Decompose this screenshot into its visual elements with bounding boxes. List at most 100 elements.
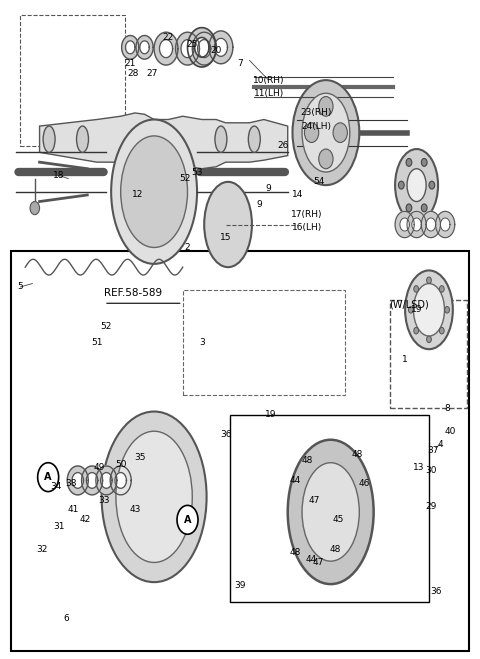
Text: 48: 48 (289, 548, 300, 557)
Text: 2: 2 (185, 243, 190, 252)
Polygon shape (115, 473, 126, 488)
Ellipse shape (302, 94, 350, 172)
Bar (390, 300, 467, 408)
Circle shape (319, 96, 333, 116)
Ellipse shape (120, 136, 188, 248)
Text: 34: 34 (50, 482, 62, 492)
Text: 21: 21 (124, 59, 136, 69)
Polygon shape (215, 38, 228, 57)
Text: 10(RH): 10(RH) (253, 76, 284, 84)
Text: 36: 36 (220, 430, 231, 439)
Polygon shape (82, 466, 103, 495)
Text: 27: 27 (146, 69, 157, 78)
Polygon shape (412, 218, 421, 231)
Polygon shape (195, 38, 209, 57)
Polygon shape (436, 212, 455, 238)
Text: 1: 1 (402, 355, 408, 364)
Polygon shape (140, 41, 149, 54)
Circle shape (37, 463, 59, 492)
Text: 6: 6 (63, 614, 69, 623)
Text: 52: 52 (101, 322, 112, 331)
Text: 48: 48 (351, 449, 362, 459)
Polygon shape (407, 212, 426, 238)
Ellipse shape (215, 126, 227, 152)
Text: 26: 26 (277, 141, 288, 150)
Polygon shape (67, 466, 88, 495)
Text: 44: 44 (289, 476, 300, 485)
Text: 16(LH): 16(LH) (292, 223, 322, 232)
Text: 37: 37 (428, 446, 439, 455)
Ellipse shape (43, 126, 55, 152)
Polygon shape (154, 32, 178, 65)
Circle shape (445, 306, 449, 313)
Text: 11(LH): 11(LH) (253, 89, 284, 98)
Polygon shape (39, 113, 288, 169)
Text: 30: 30 (425, 466, 437, 475)
Circle shape (406, 158, 412, 166)
Circle shape (421, 204, 427, 212)
Text: REF.58-589: REF.58-589 (104, 289, 162, 299)
Text: 35: 35 (134, 453, 145, 462)
Text: 44: 44 (306, 555, 317, 563)
Text: 29: 29 (425, 502, 437, 511)
Text: 20: 20 (210, 46, 222, 55)
Polygon shape (176, 32, 199, 65)
Circle shape (439, 285, 444, 292)
Text: 31: 31 (53, 522, 64, 531)
Circle shape (406, 204, 412, 212)
Circle shape (304, 123, 319, 142)
Text: 15: 15 (220, 233, 231, 242)
Text: 52: 52 (180, 174, 191, 183)
Circle shape (427, 277, 432, 283)
Text: 33: 33 (98, 496, 110, 505)
Ellipse shape (116, 431, 192, 563)
Text: 23(RH): 23(RH) (300, 109, 332, 117)
Text: 36: 36 (430, 587, 442, 596)
FancyArrowPatch shape (90, 474, 132, 483)
Circle shape (177, 505, 198, 534)
Text: 47: 47 (308, 496, 320, 505)
Text: 49: 49 (94, 463, 105, 472)
Text: 41: 41 (67, 505, 79, 515)
Text: 18: 18 (53, 171, 64, 180)
Circle shape (408, 306, 413, 313)
Text: 13: 13 (413, 463, 425, 472)
Ellipse shape (407, 169, 426, 202)
Ellipse shape (288, 440, 373, 584)
Text: 47: 47 (313, 558, 324, 567)
Text: 39: 39 (234, 581, 246, 590)
Ellipse shape (413, 283, 444, 336)
Circle shape (414, 328, 419, 334)
Polygon shape (198, 40, 211, 57)
Text: 25: 25 (187, 40, 198, 49)
Text: 28: 28 (127, 69, 138, 78)
Text: 7: 7 (237, 59, 243, 69)
Text: 46: 46 (359, 479, 370, 488)
Text: 8: 8 (444, 404, 450, 413)
Bar (183, 290, 345, 395)
Bar (21, 14, 125, 146)
Bar (230, 415, 429, 602)
Text: (W/LSD): (W/LSD) (390, 300, 429, 310)
Text: 12: 12 (132, 190, 143, 200)
Polygon shape (192, 32, 216, 65)
Ellipse shape (292, 80, 360, 185)
Text: 17(RH): 17(RH) (291, 210, 323, 219)
Text: 42: 42 (79, 515, 91, 525)
Text: 54: 54 (313, 177, 324, 186)
Circle shape (429, 181, 435, 189)
Text: 14: 14 (291, 190, 303, 200)
Ellipse shape (111, 119, 197, 264)
Polygon shape (209, 31, 233, 64)
Polygon shape (121, 36, 139, 59)
Polygon shape (159, 40, 173, 57)
Polygon shape (188, 28, 216, 67)
Text: 50: 50 (115, 459, 126, 469)
Ellipse shape (405, 270, 453, 349)
Ellipse shape (395, 149, 438, 221)
Polygon shape (181, 40, 194, 57)
Text: 45: 45 (332, 515, 344, 525)
Text: 9: 9 (256, 200, 262, 210)
Text: 9: 9 (266, 184, 272, 193)
Circle shape (439, 328, 444, 334)
